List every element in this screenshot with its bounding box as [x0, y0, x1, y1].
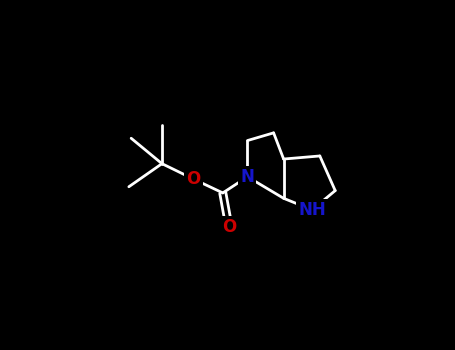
- Text: O: O: [187, 170, 201, 188]
- Text: N: N: [241, 168, 254, 186]
- Text: NH: NH: [298, 201, 326, 219]
- Text: O: O: [222, 218, 236, 236]
